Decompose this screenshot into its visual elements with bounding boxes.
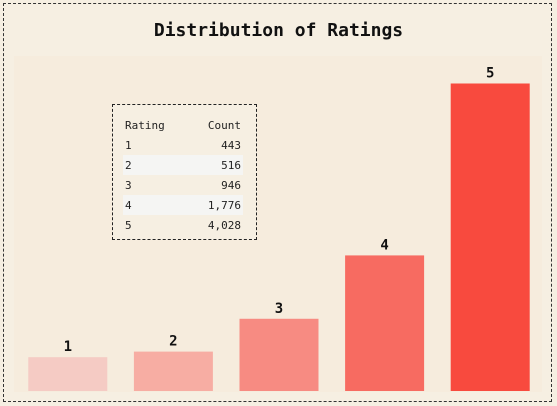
- count-cell: 4,028: [207, 218, 241, 232]
- table-row: 3 946: [123, 175, 243, 195]
- count-cell: 516: [187, 155, 243, 175]
- rating-cell: 3: [125, 178, 132, 192]
- bar-label-5: 5: [486, 65, 494, 81]
- bar-label-1: 1: [64, 339, 72, 355]
- table-row: 4 1,776: [123, 195, 243, 215]
- count-cell: 1,776: [187, 195, 243, 215]
- bar-rating-4: [345, 255, 425, 391]
- bar-label-4: 4: [380, 237, 388, 253]
- count-cell: 946: [221, 178, 241, 192]
- table-header-row: Rating Count: [123, 115, 243, 135]
- bar-label-3: 3: [275, 301, 283, 317]
- chart-title: Distribution of Ratings: [153, 20, 404, 41]
- bar-rating-3: [239, 318, 319, 391]
- ratings-table: Rating Count 1 443 2 516 3 946 4 1,776 5: [112, 104, 257, 240]
- rating-cell: 5: [125, 218, 132, 232]
- header-rating: Rating: [125, 118, 165, 132]
- plot-area: 1 2 3 4 5: [14, 56, 542, 392]
- bar-label-2: 2: [169, 334, 177, 350]
- rating-cell: 1: [125, 138, 132, 152]
- chart-frame: [3, 3, 552, 402]
- count-cell: 443: [221, 138, 241, 152]
- table-row: 5 4,028: [123, 215, 243, 235]
- table-row: 1 443: [123, 135, 243, 155]
- bar-rating-2: [133, 351, 213, 391]
- bar-rating-5: [450, 83, 530, 391]
- header-count: Count: [207, 118, 241, 132]
- bar-chart: 1 2 3 4 5: [28, 65, 530, 391]
- bar-rating-1: [28, 357, 108, 391]
- rating-cell: 2: [123, 155, 188, 175]
- rating-cell: 4: [123, 195, 188, 215]
- table-row: 2 516: [123, 155, 243, 175]
